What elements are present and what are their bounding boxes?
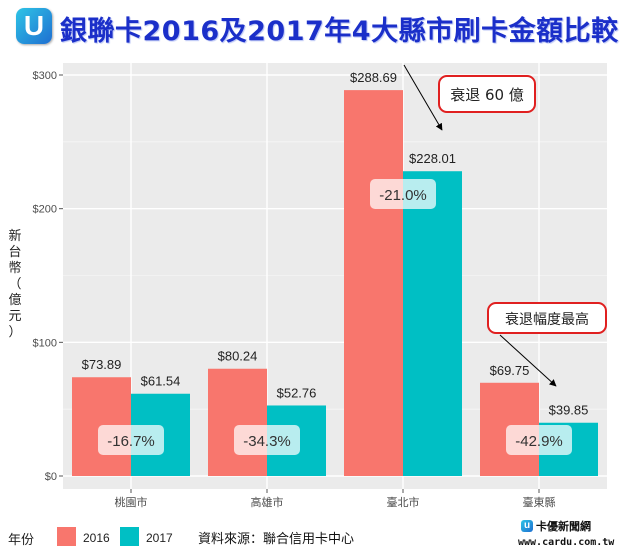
bar-2016-臺北市	[344, 90, 403, 476]
x-tick-label: 高雄市	[251, 495, 284, 509]
value-label-2016: $73.89	[82, 357, 122, 372]
x-tick-label: 臺北市	[387, 495, 420, 509]
change-label: -34.3%	[243, 433, 291, 450]
change-label: -16.7%	[107, 433, 155, 450]
bar-2016-高雄市	[208, 368, 267, 476]
value-label-2017: $228.01	[409, 151, 456, 166]
callout-box-taipei	[438, 75, 536, 113]
value-label-2017: $39.85	[549, 403, 589, 418]
title-bar: U 銀聯卡2016及2017年4大縣市刷卡金額比較	[0, 0, 620, 52]
callout-box-taitung	[487, 302, 607, 334]
change-label-box	[234, 425, 300, 455]
bar-2017-臺北市	[403, 171, 462, 477]
footer-logo-icon: u	[521, 520, 533, 532]
chart-title: 銀聯卡2016及2017年4大縣市刷卡金額比較	[60, 16, 619, 47]
callout-text-taitung: 衰退幅度最高	[505, 311, 589, 328]
y-tick-label: $100	[33, 337, 57, 349]
callout-arrow-taitung	[499, 334, 557, 387]
legend-swatch-2017	[120, 527, 139, 546]
value-label-2016: $288.69	[350, 70, 397, 85]
legend-label-2017: 2017	[146, 531, 173, 545]
legend-label-2016: 2016	[83, 531, 110, 545]
y-tick-label: $200	[33, 204, 57, 216]
change-label: -21.0%	[379, 187, 427, 204]
callout-text-taipei: 衰退 60 億	[450, 86, 524, 104]
x-tick-label: 桃園市	[115, 495, 148, 509]
source-text: 資料來源：聯合信用卡中心	[198, 532, 354, 547]
value-label-2016: $80.24	[218, 349, 258, 364]
y-tick-label: $300	[33, 70, 57, 82]
value-label-2017: $61.54	[141, 374, 181, 389]
y-tick-label: $0	[45, 471, 57, 483]
change-label-box	[506, 425, 572, 455]
callout-arrow-taipei	[403, 64, 443, 131]
logo-letter: U	[23, 10, 45, 41]
legend-title: 年份	[8, 533, 34, 548]
value-label-2017: $52.76	[277, 385, 317, 400]
change-label-box	[370, 179, 436, 209]
legend-swatch-2016	[57, 527, 76, 546]
footer-site: www.cardu.com.tw	[518, 537, 615, 548]
x-tick-label: 臺東縣	[523, 495, 556, 509]
y-axis-label: 新台幣（億元）	[8, 228, 21, 340]
change-label: -42.9%	[515, 433, 563, 450]
cardu-logo-icon: U	[16, 8, 52, 44]
value-label-2016: $69.75	[490, 363, 530, 378]
change-label-box	[98, 425, 164, 455]
footer-brand: 卡優新聞網	[536, 520, 591, 533]
